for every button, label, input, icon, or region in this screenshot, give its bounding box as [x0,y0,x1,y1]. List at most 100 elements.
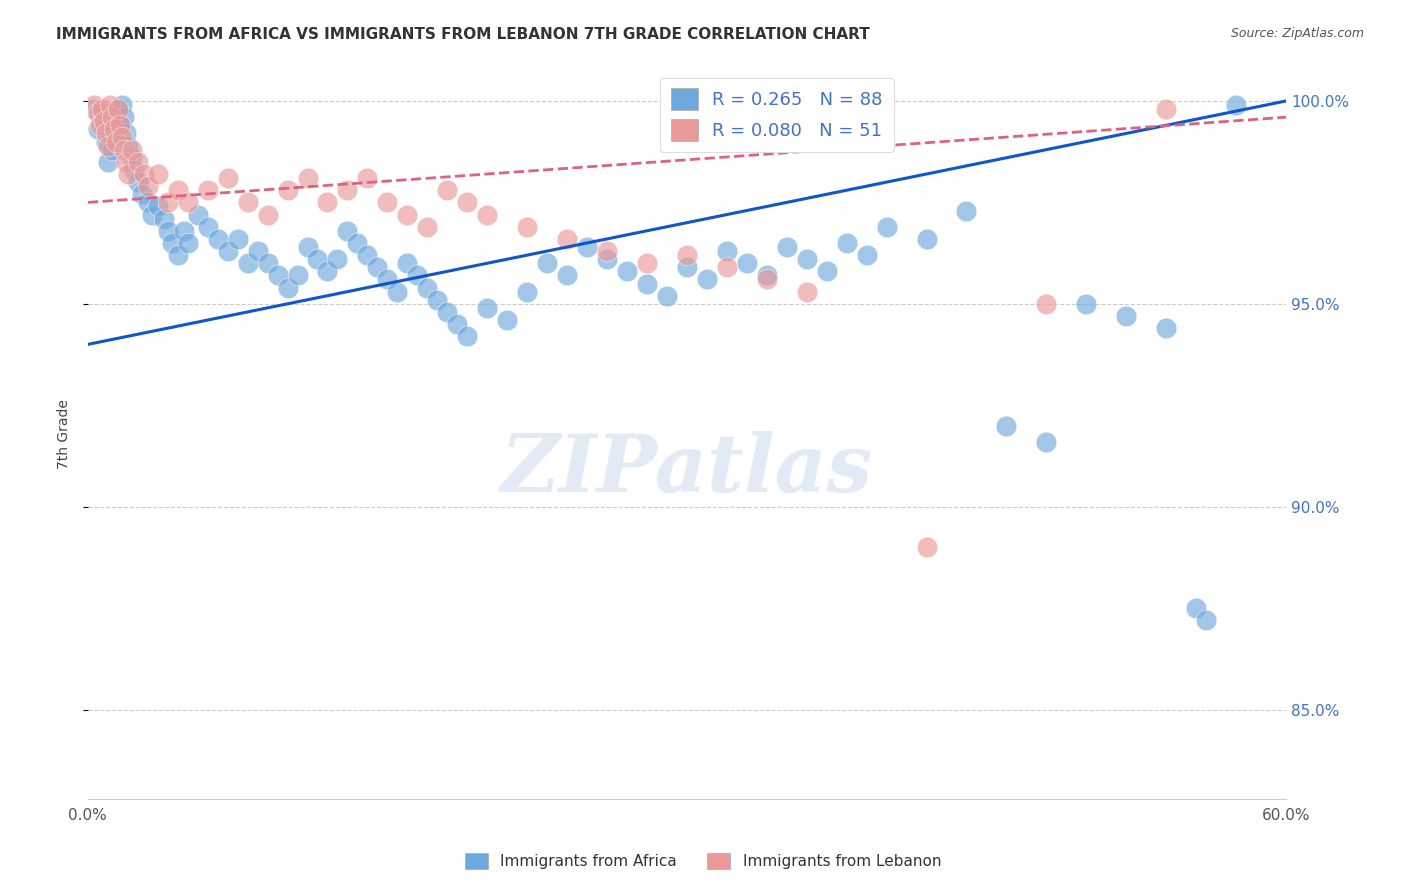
Point [426,293,449,307]
Point [396,256,419,270]
Point [122,163,145,178]
Point [735,256,758,270]
Point [377,195,399,210]
Point [111,98,134,112]
Point [815,264,838,278]
Point [536,256,558,270]
Point [616,264,638,278]
Point [112,143,135,157]
Point [131,187,153,202]
Point [456,195,478,210]
Point [166,248,188,262]
Point [98,98,121,112]
Point [166,183,188,197]
Point [197,219,219,234]
Point [456,329,478,343]
Point [1076,297,1098,311]
Point [387,285,409,299]
Point [576,240,599,254]
Point [326,252,349,267]
Point [377,272,399,286]
Point [1035,434,1057,449]
Point [995,418,1018,433]
Point [156,195,179,210]
Point [755,272,778,286]
Point [246,244,269,258]
Point [855,248,877,262]
Point [101,143,124,157]
Point [876,219,898,234]
Point [90,102,112,116]
Point [107,102,129,116]
Point [1154,102,1177,116]
Point [90,106,112,120]
Point [297,171,319,186]
Point [356,171,378,186]
Point [176,235,198,250]
Point [596,244,619,258]
Point [103,122,125,136]
Point [107,102,129,116]
Point [226,232,249,246]
Point [555,268,578,283]
Point [676,260,699,275]
Point [104,135,127,149]
Legend: R = 0.265   N = 88, R = 0.080   N = 51: R = 0.265 N = 88, R = 0.080 N = 51 [659,78,894,153]
Point [256,256,278,270]
Point [516,219,538,234]
Legend: Immigrants from Africa, Immigrants from Lebanon: Immigrants from Africa, Immigrants from … [458,847,948,875]
Point [98,127,121,141]
Point [316,264,339,278]
Point [477,208,499,222]
Point [1035,297,1057,311]
Point [136,179,159,194]
Point [93,114,115,128]
Point [716,244,738,258]
Point [141,208,163,222]
Point [146,167,169,181]
Point [121,143,143,157]
Point [101,110,124,124]
Point [108,118,131,132]
Point [87,122,110,136]
Point [117,138,139,153]
Point [112,110,135,124]
Point [108,118,131,132]
Point [1195,613,1218,627]
Point [776,240,799,254]
Point [94,127,117,141]
Point [176,195,198,210]
Point [121,151,143,165]
Point [915,540,938,554]
Point [236,256,259,270]
Point [915,232,938,246]
Point [152,211,174,226]
Point [207,232,229,246]
Point [1225,98,1247,112]
Point [277,280,299,294]
Point [366,260,388,275]
Text: ZIPatlas: ZIPatlas [501,432,873,509]
Point [655,289,678,303]
Point [955,203,977,218]
Point [127,154,149,169]
Point [97,138,120,153]
Point [336,183,359,197]
Point [796,285,818,299]
Point [111,130,134,145]
Point [104,130,127,145]
Text: Source: ZipAtlas.com: Source: ZipAtlas.com [1230,27,1364,40]
Point [93,110,115,124]
Point [236,195,259,210]
Point [696,272,718,286]
Point [156,224,179,238]
Point [97,154,120,169]
Point [89,118,111,132]
Point [297,240,319,254]
Point [1185,601,1208,615]
Point [676,248,699,262]
Point [217,244,239,258]
Point [217,171,239,186]
Point [316,195,339,210]
Point [636,277,658,291]
